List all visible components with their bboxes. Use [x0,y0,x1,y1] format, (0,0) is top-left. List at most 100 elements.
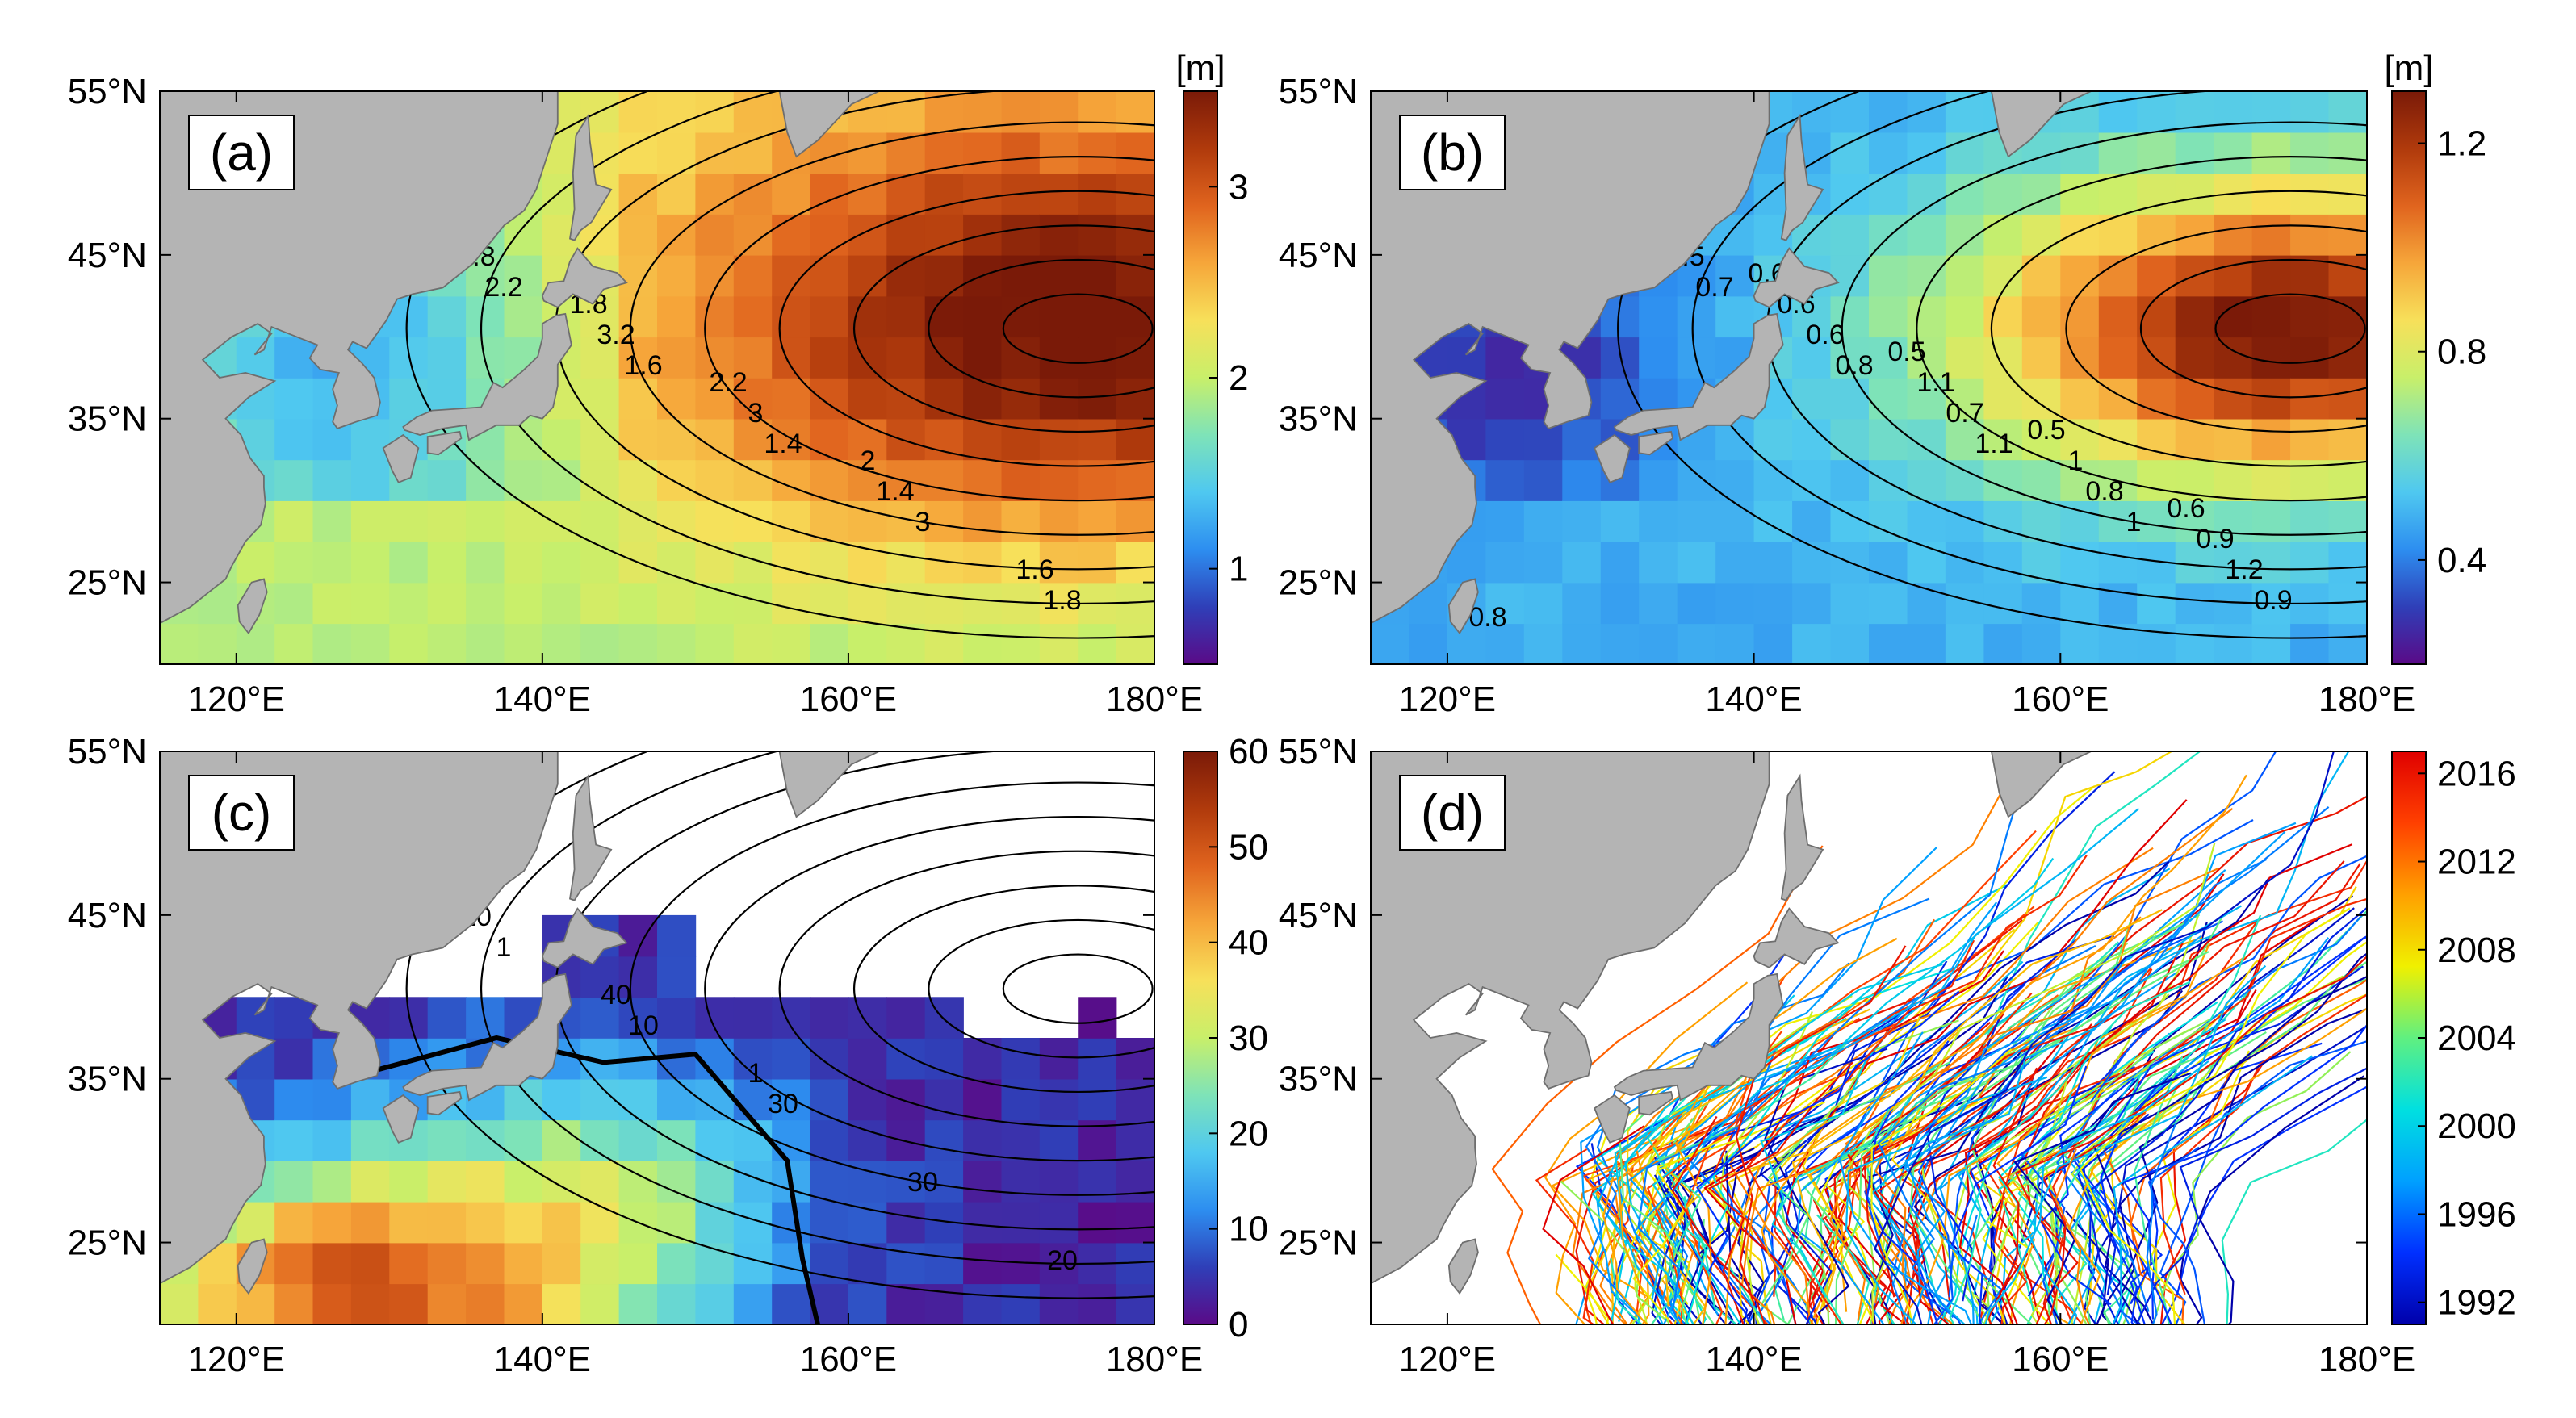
grid-cell [1039,623,1079,664]
grid-cell [848,582,888,625]
lat-label: 25°N [1279,563,1358,603]
grid-cell [504,1201,543,1244]
track [1760,1061,1951,1324]
contour-line [1990,190,2367,467]
lon-label: 120°E [1399,1340,1496,1379]
contour-line [1841,121,2367,536]
track [2054,914,2262,1299]
grid-cell [542,1161,581,1203]
grid-cell [504,1283,543,1324]
panel-label: (b) [1399,115,1506,190]
grid-cell [2328,378,2367,420]
track [1866,1040,1950,1324]
grid-cell [1116,254,1154,297]
map-area[interactable]: 2.82.42.21.61.431.82.62.83.231.41.62.62.… [160,19,1749,665]
panel-label-box [188,775,295,851]
grid-cell [542,1078,581,1121]
grid-cell [924,500,964,542]
grid-cell [2290,541,2330,584]
grid-cell [886,91,926,133]
grid-cell [810,1161,849,1203]
grid-cell [580,295,620,338]
grid-cell [1830,295,1870,338]
track [1727,1080,1859,1324]
grid-cell [2290,132,2330,174]
grid-cell [236,337,275,379]
track [1791,909,2163,1308]
grid-cell [1039,541,1079,584]
contour-line [704,816,1154,1162]
grid-cell [1677,500,1716,542]
grid-cell [810,1078,849,1121]
grid-cell [1715,295,1755,338]
grid-cell [772,214,811,256]
grid-cell [924,1119,964,1161]
contour-label: 0.7 [1946,398,1983,429]
grid-cell [772,997,811,1039]
grid-cell [886,1078,926,1121]
map-frame [159,751,1155,1325]
grid-cell [733,337,773,379]
grid-cell [2137,173,2176,215]
grid-cell [1001,254,1041,297]
track [1927,971,2178,1324]
grid-cell [274,459,314,501]
grid-cell [1983,337,2023,379]
grid-cell [810,997,849,1039]
track [1919,914,2200,1324]
contour-line [480,91,1154,604]
grid-cell [2098,132,2138,174]
grid-cell [1039,1283,1079,1324]
grid-cell [1039,1161,1079,1203]
track [1581,1017,1861,1317]
map-area[interactable]: 110.70.81.110.90.50.50.60.70.81.20.30.40… [1371,19,2576,665]
grid-cell [963,1161,1003,1203]
grid-cell [1078,132,1117,174]
grid-cell [848,1038,888,1080]
grid-cell [312,459,352,501]
grid-cell [1447,541,1487,584]
grid-cell [657,500,697,542]
grid-cell [963,1242,1003,1285]
track [2118,1008,2367,1324]
track [1659,996,1919,1324]
track [1850,1186,1955,1324]
land [160,91,880,664]
contour-label: 1.2 [2225,554,2263,585]
grid-cell [695,459,735,501]
grid-cell [1830,582,1870,625]
track [1912,863,2361,1294]
grid-cell [810,418,849,461]
grid-cell [618,1119,658,1161]
grid-cell [1562,500,1602,542]
grid-cell [274,1119,314,1161]
lon-label: 120°E [188,1340,285,1379]
map-area[interactable] [1371,680,2576,1418]
track [1913,1036,2065,1324]
contour-line [2214,293,2366,364]
grid-cell [2290,623,2330,664]
grid-cell [504,623,543,664]
grid-cell [848,541,888,584]
track [1844,1013,2004,1324]
grid-cell [542,541,581,584]
grid-cell [236,997,275,1039]
grid-cell [1078,1283,1117,1324]
grid-cell [350,1201,391,1244]
track [2055,1148,2091,1324]
panel-label: (c) [188,775,295,851]
grid-cell [1523,500,1564,542]
grid-cell [1792,541,1832,584]
grid-cell [963,418,1003,461]
grid-cell [963,1038,1003,1080]
grid-cell [504,541,543,584]
grid-cell [2214,91,2253,133]
track [1845,1076,2048,1324]
grid-cell [1001,214,1041,256]
grid-cell [1907,214,1946,256]
grid-cell [1983,459,2023,501]
track [1904,830,2286,1324]
grid-cell [2060,623,2100,664]
grid-cell [695,997,735,1039]
grid-cell [1869,582,1908,625]
